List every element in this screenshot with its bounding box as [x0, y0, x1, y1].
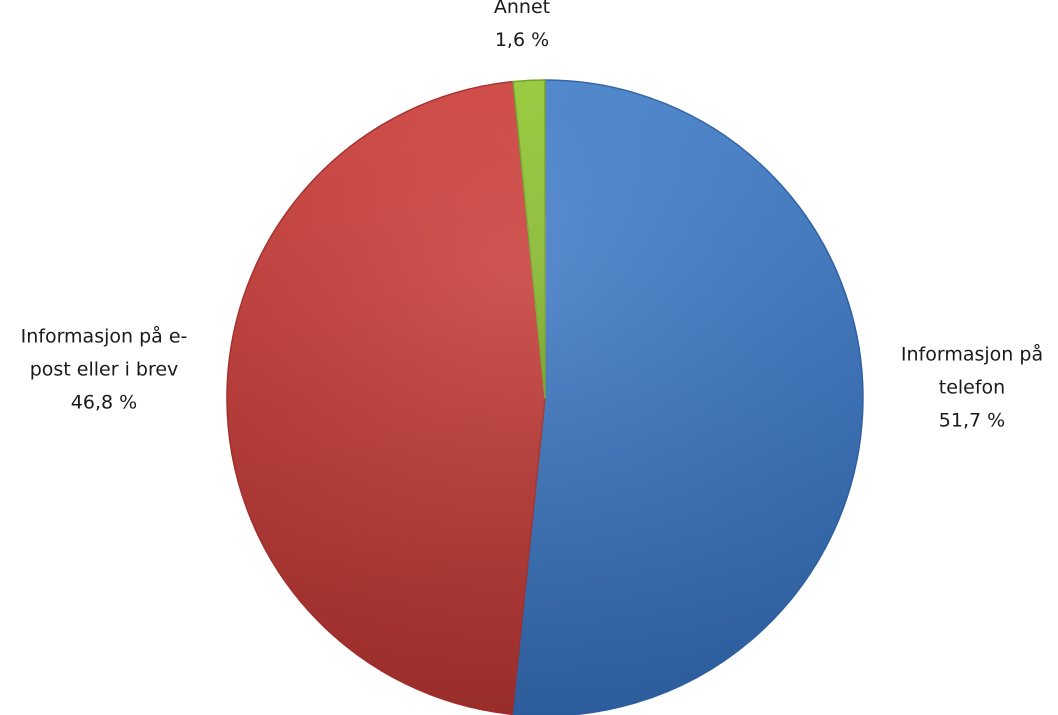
slice-value-label-2: 1,6 %: [495, 29, 549, 51]
pie-labels: Informasjon på telefon 51,7 % Informasjon p…: [21, 0, 1043, 432]
slice-label-2-line-0: Annet: [494, 0, 550, 18]
slice-value-label-0: 51,7 %: [939, 410, 1005, 432]
slice-value-label-1: 46,8 %: [71, 392, 137, 414]
pie-slices: [226, 79, 864, 715]
slice-label-1-line-0: Informasjon på e-: [21, 325, 188, 348]
pie-slice-0: [511, 79, 864, 715]
slice-label-0-line-1: telefon: [939, 377, 1005, 399]
slice-label-0-line-0: Informasjon på: [901, 343, 1043, 366]
slice-label-1-line-1: post eller i brev: [30, 359, 179, 381]
pie-slice-1: [226, 80, 546, 715]
